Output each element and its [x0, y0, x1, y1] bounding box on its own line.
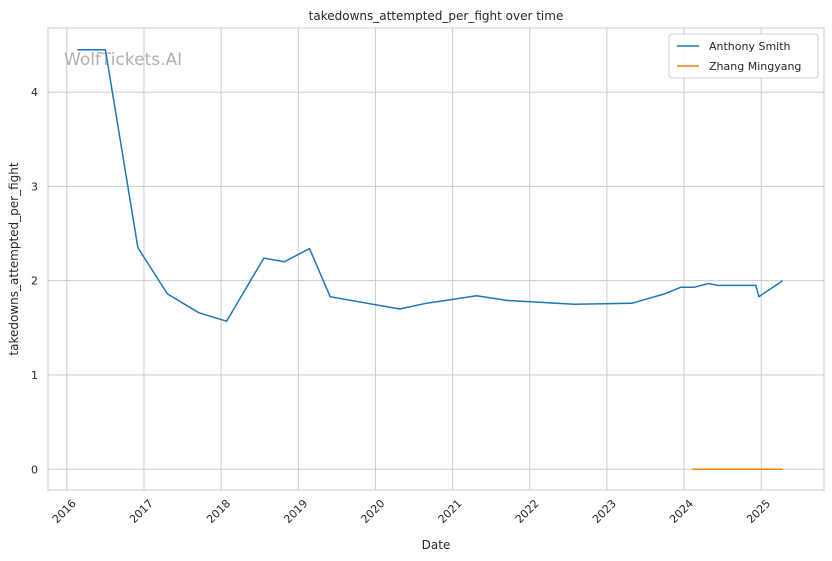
y-tick-label: 3	[31, 180, 38, 193]
plot-frame	[47, 27, 825, 491]
grid-layer	[48, 28, 824, 490]
series-layer	[77, 48, 784, 471]
x-tick-label: 2022	[513, 497, 542, 526]
x-axis-label: Date	[422, 538, 451, 552]
x-tick-label: 2018	[204, 497, 233, 526]
x-tick-label: 2016	[50, 497, 79, 526]
y-tick-label: 4	[31, 86, 38, 99]
x-tick-label: 2020	[358, 497, 387, 526]
chart-title: takedowns_attempted_per_fight over time	[309, 9, 564, 23]
x-tick-label: 2017	[127, 497, 156, 526]
x-tick-label: 2019	[281, 497, 310, 526]
legend-box	[668, 33, 819, 79]
y-tick-label: 0	[31, 463, 38, 476]
x-tick-label: 2023	[590, 497, 619, 526]
x-tick-label: 2025	[744, 497, 773, 526]
legend-label: Anthony Smith	[709, 40, 791, 53]
tick-layer: 2016 2017 2018 2019 2020 2021 2022 2023 2024 2025…	[31, 86, 773, 526]
watermark-text: WolfTickets.AI	[64, 50, 182, 70]
legend-label: Zhang Mingyang	[709, 60, 801, 73]
x-tick-label: 2024	[667, 497, 696, 526]
y-tick-label: 2	[31, 275, 38, 288]
series-line	[77, 48, 784, 322]
y-axis-label: takedowns_attempted_per_fight	[7, 162, 21, 355]
y-tick-label: 1	[31, 369, 38, 382]
legend: Anthony Smith Zhang Mingyang	[668, 33, 819, 79]
x-tick-label: 2021	[436, 497, 465, 526]
